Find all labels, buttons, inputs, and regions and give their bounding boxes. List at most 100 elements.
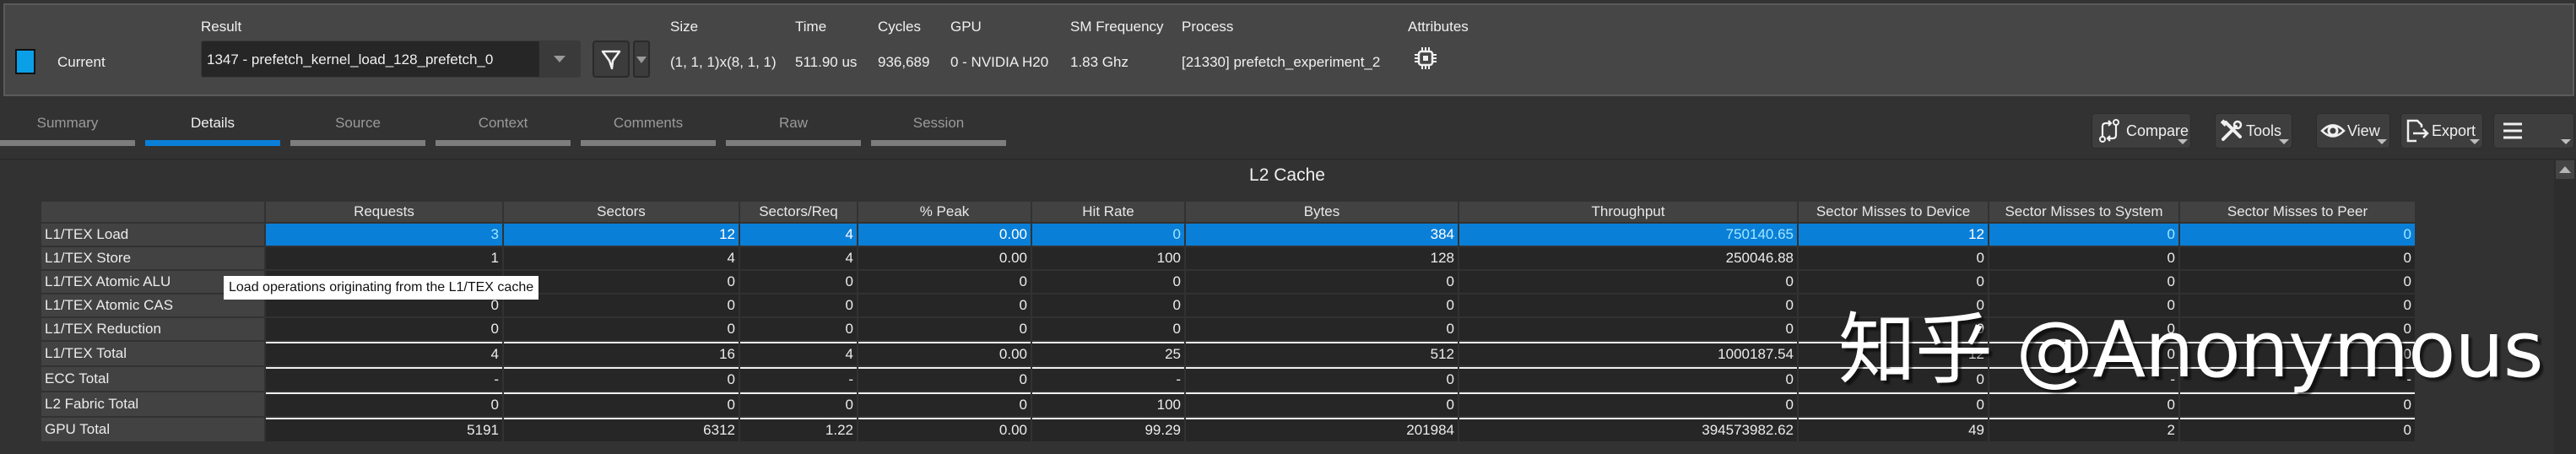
table-cell[interactable]: - (266, 367, 502, 391)
compare-button[interactable]: Compare (2092, 113, 2191, 149)
table-cell[interactable]: 0.00 (858, 418, 1031, 441)
table-cell[interactable]: 0 (266, 392, 502, 416)
column-header-requests[interactable]: Requests (266, 202, 502, 222)
tab-raw[interactable]: Raw (726, 110, 861, 146)
table-cell[interactable]: 4 (740, 342, 857, 365)
column-header-bytes[interactable]: Bytes (1186, 202, 1458, 222)
column-header-throughput[interactable]: Throughput (1459, 202, 1797, 222)
column-header-sectors-per-req[interactable]: Sectors/Req (740, 202, 857, 222)
table-cell[interactable]: 12 (504, 224, 739, 246)
table-cell[interactable]: 4 (504, 247, 739, 269)
table-row[interactable]: L1/TEX Atomic CAS 0 0 0 0 0 0 0 0 0 0 (41, 295, 2415, 316)
tab-session[interactable]: Session (871, 110, 1006, 146)
table-cell[interactable]: 0 (858, 271, 1031, 293)
table-cell[interactable]: - (740, 367, 857, 391)
vertical-scrollbar[interactable] (2554, 159, 2576, 454)
table-cell[interactable]: 0 (1186, 392, 1458, 416)
table-cell[interactable]: 0 (1989, 271, 2178, 293)
table-cell[interactable]: 1000187.54 (1459, 342, 1797, 365)
table-cell[interactable]: 0 (1799, 367, 1988, 391)
table-cell[interactable]: 0 (858, 392, 1031, 416)
table-cell[interactable]: 394573982.62 (1459, 418, 1797, 441)
attributes-button[interactable] (1413, 46, 1438, 71)
table-row[interactable]: ECC Total - 0 - 0 - 0 0 0 - - (41, 367, 2415, 391)
section-title[interactable]: L2 Cache (1249, 165, 1325, 185)
column-header-percent-peak[interactable]: % Peak (858, 202, 1031, 222)
tab-comments[interactable]: Comments (581, 110, 716, 146)
table-cell[interactable]: 0 (504, 392, 739, 416)
table-cell[interactable]: 0.00 (858, 224, 1031, 246)
result-dropdown-button[interactable] (538, 41, 580, 77)
table-cell[interactable]: 0 (2180, 224, 2415, 246)
table-cell[interactable]: - (1032, 367, 1184, 391)
table-cell[interactable]: 0 (1989, 392, 2178, 416)
table-cell[interactable]: 0 (1032, 318, 1184, 340)
table-cell[interactable]: 0 (2180, 392, 2415, 416)
table-cell[interactable]: 0 (2180, 295, 2415, 316)
table-cell[interactable]: 0 (858, 318, 1031, 340)
table-cell[interactable]: 49 (1799, 418, 1988, 441)
column-header-sectors[interactable]: Sectors (504, 202, 739, 222)
table-cell[interactable]: 0 (1989, 224, 2178, 246)
table-cell[interactable]: 0 (1799, 392, 1988, 416)
column-header-sector-misses-device[interactable]: Sector Misses to Device (1799, 202, 1988, 222)
table-cell[interactable]: 512 (1186, 342, 1458, 365)
table-row[interactable]: L1/TEX Store 1 4 4 0.00 100 128 250046.8… (41, 247, 2415, 269)
table-cell[interactable]: 0 (2180, 418, 2415, 441)
table-cell[interactable]: 6312 (504, 418, 739, 441)
filter-button[interactable] (593, 41, 630, 78)
column-header-hit-rate[interactable]: Hit Rate (1032, 202, 1184, 222)
table-cell[interactable]: 0 (1186, 295, 1458, 316)
table-cell[interactable]: 0 (858, 367, 1031, 391)
table-cell[interactable]: 12 (1799, 224, 1988, 246)
table-cell[interactable]: - (2180, 367, 2415, 391)
tab-source[interactable]: Source (290, 110, 425, 146)
table-cell[interactable]: 0 (266, 318, 502, 340)
table-row[interactable]: GPU Total 5191 6312 1.22 0.00 99.29 2019… (41, 418, 2415, 441)
table-cell[interactable]: 0 (740, 271, 857, 293)
table-cell[interactable]: 0 (1799, 295, 1988, 316)
table-cell[interactable]: 0 (1186, 318, 1458, 340)
table-cell[interactable]: 0 (1459, 271, 1797, 293)
table-cell[interactable]: 4 (266, 342, 502, 365)
tab-details[interactable]: Details (145, 110, 280, 146)
table-cell[interactable]: 2 (1989, 418, 2178, 441)
table-cell[interactable]: 0 (504, 367, 739, 391)
table-cell[interactable]: 1.22 (740, 418, 857, 441)
tab-context[interactable]: Context (436, 110, 571, 146)
table-cell[interactable]: 0 (1459, 367, 1797, 391)
table-cell[interactable]: 0 (2180, 271, 2415, 293)
table-cell[interactable]: 4 (740, 247, 857, 269)
table-cell[interactable]: 0 (740, 295, 857, 316)
table-cell[interactable]: 250046.88 (1459, 247, 1797, 269)
table-cell[interactable]: 0.00 (858, 247, 1031, 269)
table-cell[interactable]: 0 (1799, 271, 1988, 293)
table-cell[interactable]: 4 (740, 224, 857, 246)
table-cell[interactable]: 0 (1989, 295, 2178, 316)
table-row[interactable]: L1/TEX Reduction 0 0 0 0 0 0 0 0 0 0 (41, 318, 2415, 340)
table-cell[interactable]: 0 (504, 271, 739, 293)
table-cell[interactable]: 0 (1032, 224, 1184, 246)
table-cell[interactable]: 0 (1989, 318, 2178, 340)
table-cell[interactable]: 25 (1032, 342, 1184, 365)
table-cell[interactable]: 0 (2180, 342, 2415, 365)
result-select[interactable]: 1347 - prefetch_kernel_load_128_prefetch… (201, 41, 581, 78)
table-cell[interactable]: 12 (1799, 342, 1988, 365)
tab-summary[interactable]: Summary (0, 110, 135, 146)
table-cell[interactable]: - (1989, 367, 2178, 391)
table-row[interactable]: L1/TEX Total 4 16 4 0.00 25 512 1000187.… (41, 342, 2415, 365)
table-cell[interactable]: 0 (1459, 392, 1797, 416)
table-cell[interactable]: 384 (1186, 224, 1458, 246)
table-cell[interactable]: 0 (858, 295, 1031, 316)
baseline-color-swatch[interactable] (15, 49, 35, 74)
table-row[interactable]: L2 Fabric Total 0 0 0 0 100 0 0 0 0 0 (41, 392, 2415, 416)
table-cell[interactable]: 0 (1989, 247, 2178, 269)
table-cell[interactable]: 100 (1032, 392, 1184, 416)
table-cell[interactable]: 0 (1459, 295, 1797, 316)
view-button[interactable]: View (2316, 113, 2390, 149)
column-header-sector-misses-system[interactable]: Sector Misses to System (1989, 202, 2178, 222)
table-cell[interactable]: 201984 (1186, 418, 1458, 441)
tools-button[interactable]: Tools (2215, 113, 2292, 149)
table-cell[interactable]: 0 (504, 295, 739, 316)
table-cell[interactable]: 5191 (266, 418, 502, 441)
